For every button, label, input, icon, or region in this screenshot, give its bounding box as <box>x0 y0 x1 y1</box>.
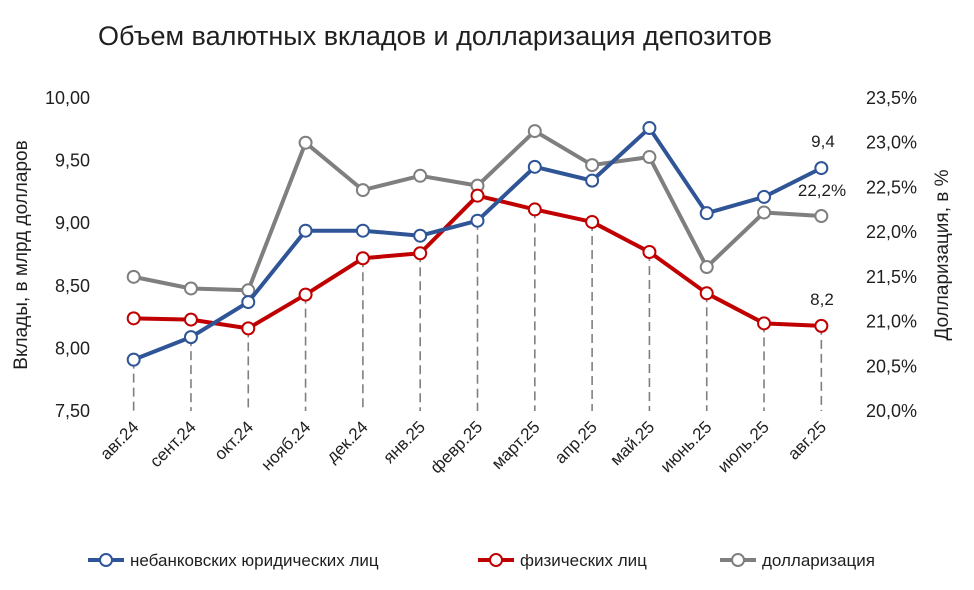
y-tick-left: 8,00 <box>55 338 90 358</box>
series-point-0 <box>527 159 542 174</box>
y-axis-left-title: Вклады, в млрд долларов <box>11 140 32 369</box>
y-tick-right: 21,5% <box>866 267 917 287</box>
series-point-0 <box>814 161 829 176</box>
y-tick-left: 9,50 <box>55 151 90 171</box>
series-point-1 <box>757 316 772 331</box>
chart-title: Объем валютных вкладов и долларизация де… <box>98 21 772 51</box>
series-point-0 <box>298 223 313 238</box>
x-tick-label: апр.25 <box>551 417 601 467</box>
x-tick-label: авг.24 <box>96 417 142 463</box>
y-axis-left: 7,50 8,00 8,50 9,00 9,50 10,00 <box>45 88 90 421</box>
series-point-2 <box>585 158 600 173</box>
x-tick-label: окт.24 <box>211 417 257 463</box>
series-point-2 <box>642 150 657 165</box>
series-point-2 <box>757 205 772 220</box>
series-point-1 <box>241 321 256 336</box>
series-point-1 <box>585 214 600 229</box>
legend: небанковских юридических лиц физических л… <box>88 551 875 570</box>
legend-label: долларизация <box>762 551 875 570</box>
x-tick-label: авг.25 <box>784 417 830 463</box>
series-point-2 <box>298 135 313 150</box>
series-point-0 <box>126 352 141 367</box>
series-point-2 <box>699 260 714 275</box>
series-point-2 <box>183 281 198 296</box>
y-tick-right: 23,0% <box>866 133 917 153</box>
series-point-2 <box>126 269 141 284</box>
series-point-1 <box>298 287 313 302</box>
y-tick-left: 8,50 <box>55 276 90 296</box>
y-tick-right: 21,0% <box>866 312 917 332</box>
annotation-dollar-last: 22,2% <box>798 181 846 200</box>
series-point-1 <box>413 246 428 261</box>
x-tick-label: нояб.24 <box>258 417 315 474</box>
y-tick-right: 22,5% <box>866 177 917 197</box>
series-point-2 <box>527 124 542 139</box>
x-axis: авг.24 сент.24 окт.24 нояб.24 дек.24 янв.25фе… <box>96 417 830 477</box>
series-point-1 <box>355 251 370 266</box>
series-layer <box>126 121 829 367</box>
y-axis-right-title: Долларизация, в % <box>932 169 953 340</box>
y-tick-right: 20,0% <box>866 401 917 421</box>
y-tick-left: 10,00 <box>45 88 90 108</box>
series-point-0 <box>585 173 600 188</box>
series-point-1 <box>814 318 829 333</box>
y-tick-left: 9,00 <box>55 213 90 233</box>
series-point-0 <box>241 295 256 310</box>
x-tick-label: июнь.25 <box>657 417 716 476</box>
series-point-0 <box>413 228 428 243</box>
drop-lines <box>132 209 823 411</box>
x-tick-label: янв.25 <box>379 417 429 467</box>
legend-swatch-marker <box>731 553 745 567</box>
series-point-0 <box>470 213 485 228</box>
legend-label: физических лиц <box>520 551 647 570</box>
series-point-1 <box>642 244 657 259</box>
x-tick-label: март.25 <box>488 417 544 473</box>
series-point-1 <box>470 188 485 203</box>
annotation-phys-last: 8,2 <box>810 290 834 309</box>
series-point-1 <box>126 311 141 326</box>
series-point-2 <box>355 183 370 198</box>
series-point-1 <box>527 202 542 217</box>
x-tick-label: дек.24 <box>323 417 372 466</box>
series-point-0 <box>183 330 198 345</box>
y-tick-right: 23,5% <box>866 88 917 108</box>
y-tick-right: 22,0% <box>866 222 917 242</box>
series-point-0 <box>642 121 657 136</box>
series-point-0 <box>355 223 370 238</box>
annotation-jur-last: 9,4 <box>811 132 835 151</box>
series-point-1 <box>183 312 198 327</box>
series-point-0 <box>699 206 714 221</box>
y-tick-left: 7,50 <box>55 401 90 421</box>
series-point-1 <box>699 286 714 301</box>
series-point-2 <box>814 209 829 224</box>
y-tick-right: 20,5% <box>866 356 917 376</box>
series-point-2 <box>413 168 428 183</box>
legend-label: небанковских юридических лиц <box>130 551 379 570</box>
legend-swatch-marker <box>489 553 503 567</box>
x-tick-label: июль.25 <box>714 417 773 476</box>
x-tick-label: сент.24 <box>146 417 200 471</box>
legend-swatch-marker <box>99 553 113 567</box>
x-tick-label: февр.25 <box>427 417 487 477</box>
data-labels: 9,4 22,2% 8,2 <box>798 132 846 309</box>
x-tick-label: май.25 <box>606 417 658 469</box>
series-point-0 <box>757 189 772 204</box>
y-axis-right: 20,0% 20,5% 21,0% 21,5% 22,0% 22,5% 23,0% 23,5% <box>866 88 917 421</box>
